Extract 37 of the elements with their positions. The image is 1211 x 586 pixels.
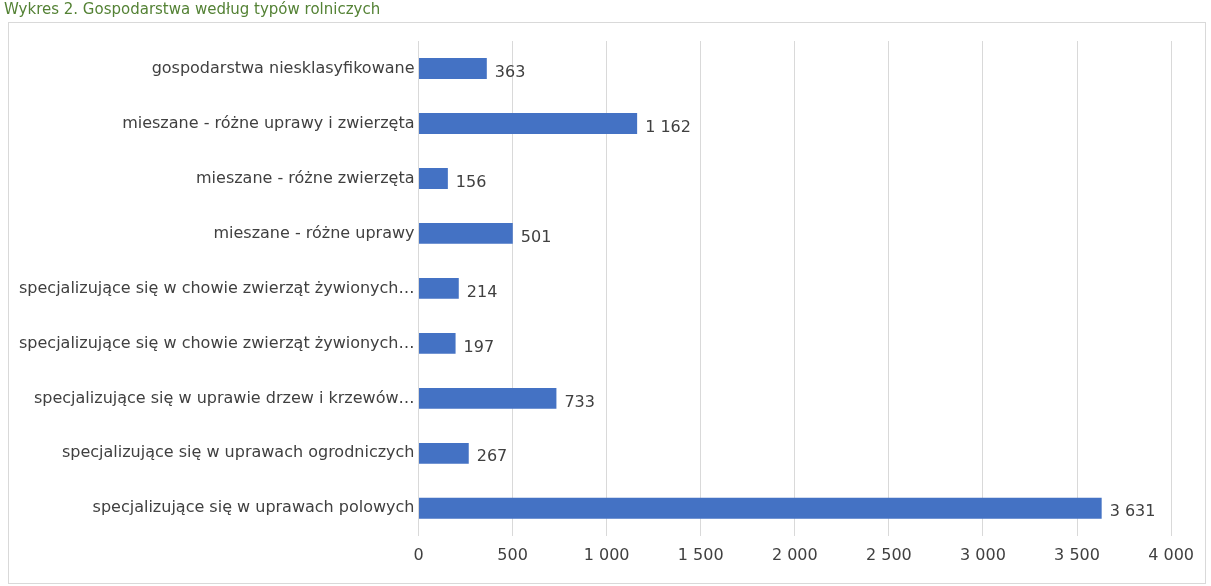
- y-tick-label: mieszane - różne zwierzęta: [196, 167, 415, 187]
- data-label: 156: [455, 171, 487, 191]
- y-tick-label: specjalizujące się w uprawach polowych: [92, 497, 415, 517]
- x-tick-label: 1 000: [583, 544, 630, 564]
- y-tick-label: specjalizujące się w uprawach ogrodniczych: [61, 442, 415, 462]
- bar: [419, 168, 448, 189]
- data-label: 3 631: [1109, 501, 1156, 521]
- bar: [419, 113, 638, 134]
- y-tick-label: specjalizujące się w uprawie drzew i krzewów…: [33, 387, 415, 407]
- y-tick-label: mieszane - różne uprawy i zwierzęta: [122, 112, 415, 132]
- data-label: 363: [494, 61, 526, 81]
- bar: [419, 277, 459, 299]
- text: Wykres 2. Gospodarstwa według typów rolniczych: [4, 0, 381, 18]
- data-label: 197: [463, 336, 495, 356]
- x-tick-label: 500: [497, 544, 528, 564]
- bar: [419, 497, 1102, 519]
- bar: [419, 222, 513, 244]
- x-tick-label: 4 000: [1148, 544, 1194, 564]
- data-label: 267: [476, 446, 508, 466]
- y-tick-label: gospodarstwa niesklasyfikowane: [151, 57, 415, 77]
- data-label: 214: [466, 281, 498, 301]
- y-tick-label: specjalizujące się w chowie zwierząt żywionych…: [18, 332, 415, 352]
- x-tick-label: 3 500: [1054, 544, 1100, 564]
- x-tick-label: 2 500: [865, 544, 912, 564]
- bar: [419, 58, 487, 79]
- data-label: 501: [520, 226, 552, 246]
- x-tick-label: 2 000: [771, 544, 818, 564]
- y-tick-label: specjalizujące się w chowie zwierząt żywionych…: [18, 277, 415, 297]
- bar: [419, 442, 469, 464]
- x-tick-label: 1 500: [677, 544, 724, 564]
- data-label: 1 162: [645, 116, 691, 136]
- x-tick-label: 3 000: [960, 544, 1006, 564]
- bar: [419, 387, 557, 409]
- data-label: 733: [564, 391, 595, 411]
- y-tick-label: mieszane - różne uprawy: [213, 222, 415, 242]
- x-tick-label: 0: [413, 544, 424, 564]
- bar: [419, 332, 456, 354]
